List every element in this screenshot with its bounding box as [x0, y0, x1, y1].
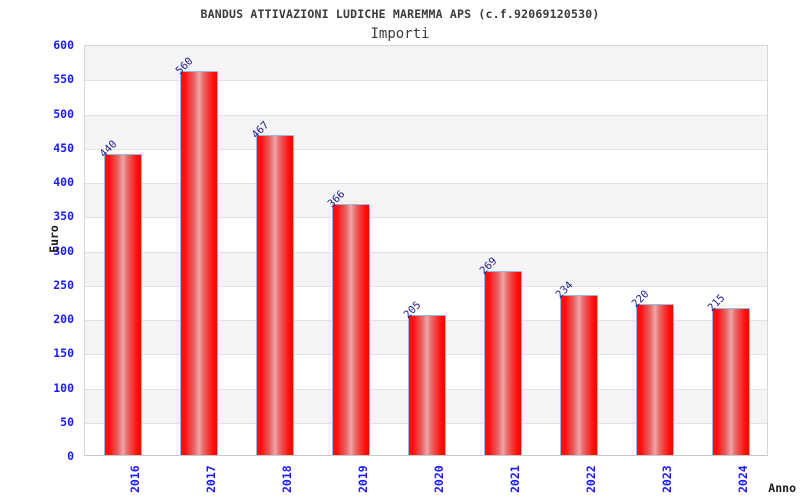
- bar[interactable]: [712, 307, 750, 455]
- bar[interactable]: [180, 71, 218, 455]
- x-axis-title: Anno: [768, 481, 796, 495]
- x-tick-label: 2019: [356, 465, 370, 493]
- chart-title: BANDUS ATTIVAZIONI LUDICHE MAREMMA APS (…: [200, 7, 600, 21]
- gridline: [85, 285, 767, 287]
- y-tick-label: 150: [53, 346, 74, 361]
- gridline: [85, 80, 767, 82]
- x-tick-label: 2022: [584, 465, 598, 493]
- bar[interactable]: [408, 314, 446, 455]
- gridline: [85, 183, 767, 184]
- gridline: [85, 114, 767, 116]
- bar[interactable]: [636, 304, 674, 455]
- y-tick-label: 100: [53, 380, 74, 395]
- y-tick-label: 400: [53, 175, 74, 189]
- y-tick-label: 350: [53, 209, 74, 224]
- x-tick-label: 2024: [736, 465, 750, 493]
- x-tick-label: 2023: [660, 465, 674, 493]
- y-tick-label: 600: [53, 38, 74, 52]
- bar[interactable]: [560, 294, 598, 455]
- y-tick-label: 300: [53, 243, 74, 258]
- y-tick-label: 250: [53, 277, 74, 292]
- y-tick-label: 450: [53, 140, 74, 155]
- gridline: [85, 217, 767, 219]
- gridline: [85, 148, 767, 150]
- x-tick-label: 2018: [280, 465, 294, 493]
- y-tick-label: 550: [53, 72, 74, 87]
- bar[interactable]: [256, 135, 294, 455]
- chart-subtitle: Importi: [370, 26, 430, 42]
- x-tick-label: 2017: [204, 465, 218, 493]
- gridline: [85, 251, 767, 253]
- bar[interactable]: [104, 153, 142, 455]
- y-tick-label: 200: [53, 312, 74, 326]
- bar[interactable]: [484, 270, 522, 455]
- y-tick-label: 50: [60, 414, 74, 429]
- y-tick-label: 500: [53, 106, 74, 121]
- y-tick-label: 0: [67, 449, 74, 463]
- y-axis-title: Euro: [46, 225, 61, 253]
- x-tick-label: 2021: [508, 465, 522, 493]
- plot-area: 440 560 467 366 205 269 234 220 215: [84, 45, 768, 456]
- x-tick-label: 2016: [128, 465, 142, 493]
- bar[interactable]: [332, 204, 370, 455]
- x-tick-label: 2020: [432, 465, 446, 493]
